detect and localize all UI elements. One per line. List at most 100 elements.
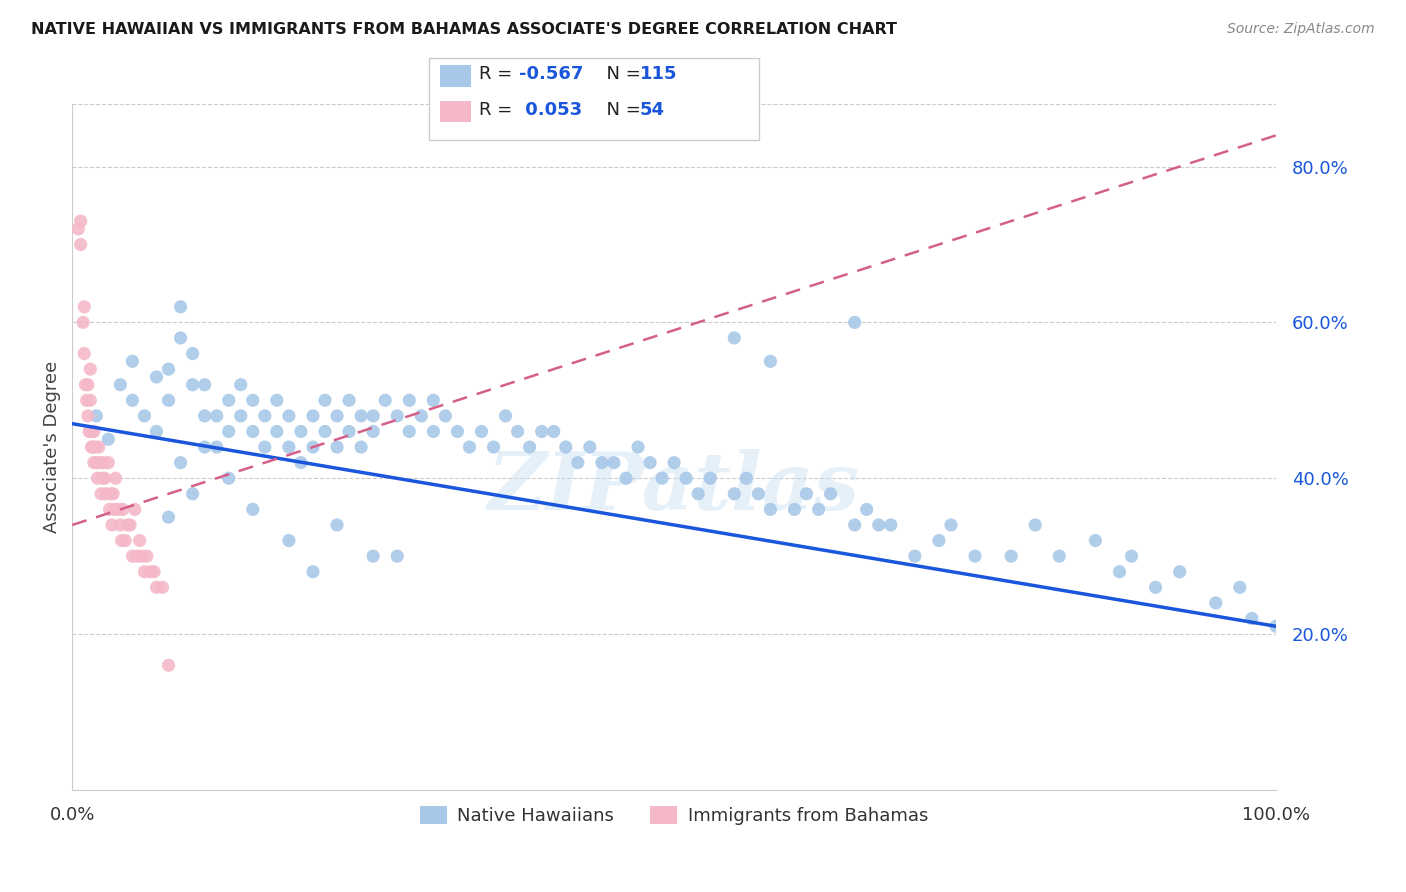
Text: ZIPatlas: ZIPatlas: [488, 450, 860, 527]
Point: [266, 393, 288, 408]
Text: 0.053: 0.053: [519, 101, 582, 119]
Point: [157, 362, 180, 376]
Text: 115: 115: [640, 65, 678, 83]
Text: R =: R =: [479, 101, 519, 119]
Point: [796, 487, 818, 501]
Point: [83, 425, 105, 439]
Point: [86, 471, 108, 485]
Point: [675, 471, 697, 485]
Point: [314, 393, 336, 408]
Point: [411, 409, 433, 423]
Point: [939, 518, 962, 533]
Point: [253, 409, 276, 423]
Point: [110, 533, 132, 548]
Point: [127, 549, 149, 563]
Point: [97, 456, 120, 470]
Point: [1047, 549, 1070, 563]
Text: N =: N =: [595, 101, 647, 119]
Point: [253, 440, 276, 454]
Point: [302, 409, 325, 423]
Text: Source: ZipAtlas.com: Source: ZipAtlas.com: [1227, 22, 1375, 37]
Point: [218, 471, 240, 485]
Point: [101, 487, 124, 501]
Y-axis label: Associate's Degree: Associate's Degree: [44, 361, 60, 533]
Point: [495, 409, 517, 423]
Point: [759, 502, 782, 516]
Point: [1144, 580, 1167, 594]
Point: [131, 549, 153, 563]
Point: [844, 518, 866, 533]
Point: [89, 456, 111, 470]
Point: [152, 580, 174, 594]
Point: [290, 456, 312, 470]
Point: [80, 425, 103, 439]
Text: R =: R =: [479, 65, 519, 83]
Point: [205, 409, 228, 423]
Point: [277, 440, 299, 454]
Point: [723, 487, 745, 501]
Point: [928, 533, 950, 548]
Point: [1108, 565, 1130, 579]
Point: [374, 393, 396, 408]
Point: [446, 425, 468, 439]
Point: [83, 456, 105, 470]
Point: [218, 393, 240, 408]
Point: [579, 440, 602, 454]
Point: [169, 331, 191, 345]
Point: [603, 456, 626, 470]
Point: [67, 222, 90, 236]
Point: [422, 393, 444, 408]
Point: [194, 377, 217, 392]
Point: [434, 409, 457, 423]
Point: [121, 354, 143, 368]
Point: [759, 354, 782, 368]
Point: [1024, 518, 1046, 533]
Point: [530, 425, 553, 439]
Point: [157, 658, 180, 673]
Point: [107, 502, 129, 516]
Point: [591, 456, 613, 470]
Point: [98, 502, 121, 516]
Point: [135, 549, 157, 563]
Point: [688, 487, 710, 501]
Point: [84, 409, 107, 423]
Point: [69, 237, 91, 252]
Point: [398, 393, 420, 408]
Point: [118, 518, 141, 533]
Point: [638, 456, 661, 470]
Point: [277, 533, 299, 548]
Point: [77, 409, 100, 423]
Point: [100, 487, 122, 501]
Point: [350, 409, 373, 423]
Point: [387, 549, 409, 563]
Point: [84, 456, 107, 470]
Point: [398, 425, 420, 439]
Text: 54: 54: [640, 101, 665, 119]
Point: [103, 502, 125, 516]
Point: [519, 440, 541, 454]
Point: [963, 549, 986, 563]
Point: [880, 518, 903, 533]
Point: [77, 425, 100, 439]
Point: [337, 425, 360, 439]
Legend: Native Hawaiians, Immigrants from Bahamas: Native Hawaiians, Immigrants from Bahama…: [412, 798, 936, 832]
Point: [143, 565, 166, 579]
Point: [1229, 580, 1251, 594]
Point: [218, 425, 240, 439]
Point: [181, 346, 204, 360]
Point: [458, 440, 481, 454]
Point: [735, 471, 758, 485]
Point: [326, 440, 349, 454]
Point: [361, 409, 384, 423]
Point: [194, 440, 217, 454]
Point: [554, 440, 576, 454]
Point: [302, 440, 325, 454]
Point: [627, 440, 650, 454]
Point: [75, 377, 97, 392]
Point: [361, 425, 384, 439]
Point: [114, 533, 136, 548]
Point: [134, 409, 156, 423]
Point: [747, 487, 769, 501]
Point: [157, 393, 180, 408]
Point: [783, 502, 806, 516]
